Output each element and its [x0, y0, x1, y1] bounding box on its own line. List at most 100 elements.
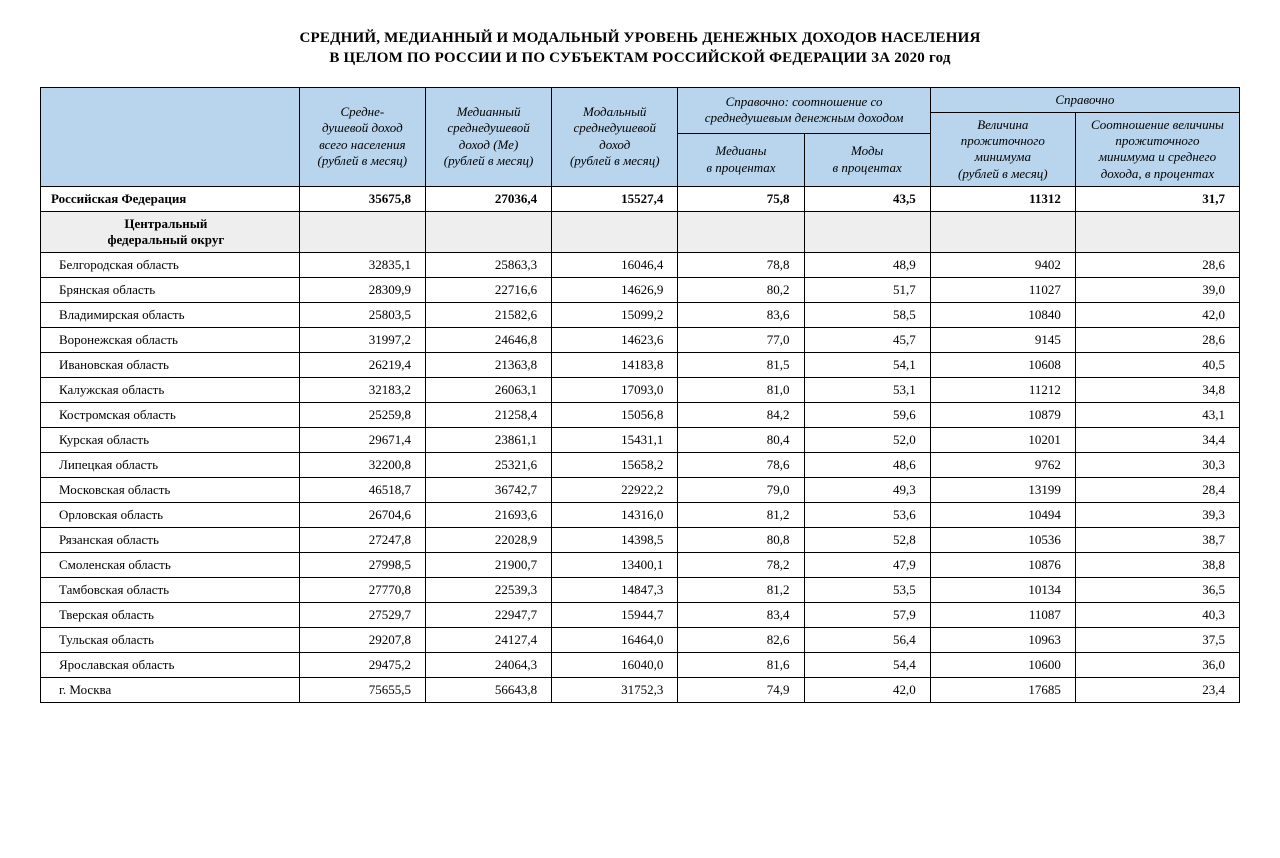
cell-min-ratio: 23,4	[1075, 677, 1239, 702]
cell-ratio-median: 84,2	[678, 402, 804, 427]
cell-mean: 25803,5	[299, 302, 425, 327]
cell-min-ratio: 40,3	[1075, 602, 1239, 627]
cell-ratio-median: 80,8	[678, 527, 804, 552]
table-row: Брянская область28309,922716,614626,980,…	[41, 277, 1240, 302]
title-line-2: В ЦЕЛОМ ПО РОССИИ И ПО СУБЪЕКТАМ РОССИЙС…	[329, 50, 950, 66]
cell-ratio-median: 83,4	[678, 602, 804, 627]
cell-median: 26063,1	[425, 377, 551, 402]
cell-mean: 31997,2	[299, 327, 425, 352]
cell-modal: 15658,2	[552, 452, 678, 477]
cell-min-living: 9145	[930, 327, 1075, 352]
title-line-1: СРЕДНИЙ, МЕДИАННЫЙ И МОДАЛЬНЫЙ УРОВЕНЬ Д…	[299, 30, 980, 46]
cell-ratio-mode: 53,1	[804, 377, 930, 402]
table-row: Московская область46518,736742,722922,27…	[41, 477, 1240, 502]
cell-median: 21693,6	[425, 502, 551, 527]
col-ref-group: Справочно	[930, 87, 1239, 112]
cell-median: 22539,3	[425, 577, 551, 602]
cell-ratio-mode: 52,8	[804, 527, 930, 552]
col-ratio-group: Справочно: соотношение сосреднедушевым д…	[678, 87, 930, 133]
region-name: Тульская область	[41, 627, 300, 652]
cell-min-living: 17685	[930, 677, 1075, 702]
cell-min-living: 9402	[930, 252, 1075, 277]
total-r-med: 75,8	[678, 186, 804, 211]
cell-modal: 14183,8	[552, 352, 678, 377]
cell-ratio-mode: 45,7	[804, 327, 930, 352]
cell-ratio-mode: 52,0	[804, 427, 930, 452]
total-minratio: 31,7	[1075, 186, 1239, 211]
page-title: СРЕДНИЙ, МЕДИАННЫЙ И МОДАЛЬНЫЙ УРОВЕНЬ Д…	[40, 28, 1240, 69]
cell-median: 22028,9	[425, 527, 551, 552]
cell-ratio-mode: 51,7	[804, 277, 930, 302]
cell-ratio-median: 83,6	[678, 302, 804, 327]
total-name: Российская Федерация	[41, 186, 300, 211]
table-row: Курская область29671,423861,115431,180,4…	[41, 427, 1240, 452]
cell-min-ratio: 39,0	[1075, 277, 1239, 302]
region-name: Костромская область	[41, 402, 300, 427]
cell-ratio-median: 79,0	[678, 477, 804, 502]
region-name: Тамбовская область	[41, 577, 300, 602]
col-ratio-median: Медианыв процентах	[678, 133, 804, 186]
cell-ratio-mode: 48,6	[804, 452, 930, 477]
cell-median: 24646,8	[425, 327, 551, 352]
cell-modal: 14847,3	[552, 577, 678, 602]
table-body: Российская Федерация 35675,8 27036,4 155…	[41, 186, 1240, 702]
region-name: Брянская область	[41, 277, 300, 302]
cell-ratio-median: 78,8	[678, 252, 804, 277]
cell-mean: 32835,1	[299, 252, 425, 277]
cell-ratio-mode: 59,6	[804, 402, 930, 427]
cell-median: 21258,4	[425, 402, 551, 427]
cell-median: 24064,3	[425, 652, 551, 677]
table-header: Средне-душевой доходвсего населения(рубл…	[41, 87, 1240, 186]
cell-ratio-median: 78,6	[678, 452, 804, 477]
cell-min-ratio: 28,6	[1075, 252, 1239, 277]
cell-min-ratio: 37,5	[1075, 627, 1239, 652]
cell-min-living: 13199	[930, 477, 1075, 502]
table-row: Костромская область25259,821258,415056,8…	[41, 402, 1240, 427]
cell-modal: 15944,7	[552, 602, 678, 627]
cell-min-ratio: 34,4	[1075, 427, 1239, 452]
table-row: Тамбовская область27770,822539,314847,38…	[41, 577, 1240, 602]
cell-median: 21900,7	[425, 552, 551, 577]
cell-min-living: 11087	[930, 602, 1075, 627]
cell-min-living: 10536	[930, 527, 1075, 552]
cell-modal: 15056,8	[552, 402, 678, 427]
cell-min-ratio: 36,0	[1075, 652, 1239, 677]
cell-min-ratio: 28,6	[1075, 327, 1239, 352]
cell-median: 22716,6	[425, 277, 551, 302]
total-row: Российская Федерация 35675,8 27036,4 155…	[41, 186, 1240, 211]
cell-mean: 75655,5	[299, 677, 425, 702]
cell-min-living: 10608	[930, 352, 1075, 377]
region-name: Курская область	[41, 427, 300, 452]
table-row: Ивановская область26219,421363,814183,88…	[41, 352, 1240, 377]
cell-ratio-median: 80,4	[678, 427, 804, 452]
region-name: г. Москва	[41, 677, 300, 702]
cell-min-ratio: 40,5	[1075, 352, 1239, 377]
cell-ratio-mode: 47,9	[804, 552, 930, 577]
cell-mean: 29475,2	[299, 652, 425, 677]
cell-min-living: 10840	[930, 302, 1075, 327]
table-row: Липецкая область32200,825321,615658,278,…	[41, 452, 1240, 477]
cell-median: 56643,8	[425, 677, 551, 702]
cell-min-ratio: 38,8	[1075, 552, 1239, 577]
cell-modal: 16464,0	[552, 627, 678, 652]
table-row: Воронежская область31997,224646,814623,6…	[41, 327, 1240, 352]
table-row: Тульская область29207,824127,416464,082,…	[41, 627, 1240, 652]
cell-mean: 27247,8	[299, 527, 425, 552]
cell-min-living: 10494	[930, 502, 1075, 527]
region-name: Тверская область	[41, 602, 300, 627]
cell-ratio-mode: 54,1	[804, 352, 930, 377]
cell-median: 23861,1	[425, 427, 551, 452]
cell-ratio-median: 81,5	[678, 352, 804, 377]
cell-modal: 31752,3	[552, 677, 678, 702]
col-region	[41, 87, 300, 186]
region-name: Владимирская область	[41, 302, 300, 327]
cell-mean: 27529,7	[299, 602, 425, 627]
cell-mean: 25259,8	[299, 402, 425, 427]
income-table: Средне-душевой доходвсего населения(рубл…	[40, 87, 1240, 703]
cell-min-ratio: 34,8	[1075, 377, 1239, 402]
cell-ratio-mode: 49,3	[804, 477, 930, 502]
region-name: Рязанская область	[41, 527, 300, 552]
cell-ratio-median: 81,2	[678, 577, 804, 602]
region-name: Белгородская область	[41, 252, 300, 277]
cell-min-ratio: 43,1	[1075, 402, 1239, 427]
